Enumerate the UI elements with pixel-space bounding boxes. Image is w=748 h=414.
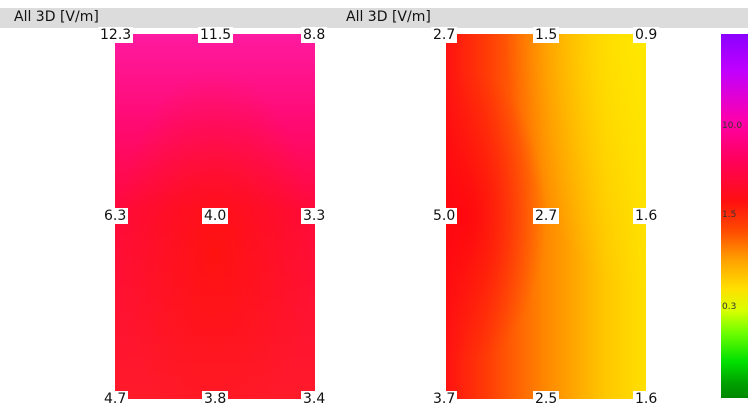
panel-1-value-mid-left: 6.3 [102, 208, 129, 224]
panel-2-value-top-center: 1.5 [533, 27, 560, 43]
panel-1-value-bottom-right: 3.4 [301, 391, 328, 407]
panel-1-value-mid-right: 3.3 [301, 208, 328, 224]
panel-2-value-bottom-left: 3.7 [431, 391, 458, 407]
colorbar-tick-low: 0.3 [722, 302, 737, 312]
panel-2-value-mid-left: 5.0 [431, 208, 458, 224]
colorbar-tick-mid: 1.5 [722, 210, 737, 220]
panel-1-value-top-center: 11.5 [198, 27, 234, 43]
colorbar-tick-high: 10.0 [722, 121, 743, 131]
header-bar [0, 8, 748, 28]
panel-2-value-bottom-center: 2.5 [533, 391, 560, 407]
panel-1-value-top-left: 12.3 [98, 27, 134, 43]
panel-2-value-mid-right: 1.6 [633, 208, 660, 224]
panel-1-title: All 3D [V/m] [14, 9, 99, 25]
panel-2-title: All 3D [V/m] [346, 9, 431, 25]
panel-1-value-top-right: 8.8 [301, 27, 328, 43]
panel-2-value-top-left: 2.7 [431, 27, 458, 43]
colorbar [721, 34, 748, 398]
panel-2-value-bottom-right: 1.6 [633, 391, 660, 407]
panel-2-heatmap[interactable] [446, 34, 646, 399]
panel-1-value-mid-center: 4.0 [202, 208, 229, 224]
panel-2-value-top-right: 0.9 [633, 27, 660, 43]
panel-1-value-bottom-center: 3.8 [202, 391, 229, 407]
panel-2-value-mid-center: 2.7 [533, 208, 560, 224]
panel-1-value-bottom-left: 4.7 [102, 391, 129, 407]
